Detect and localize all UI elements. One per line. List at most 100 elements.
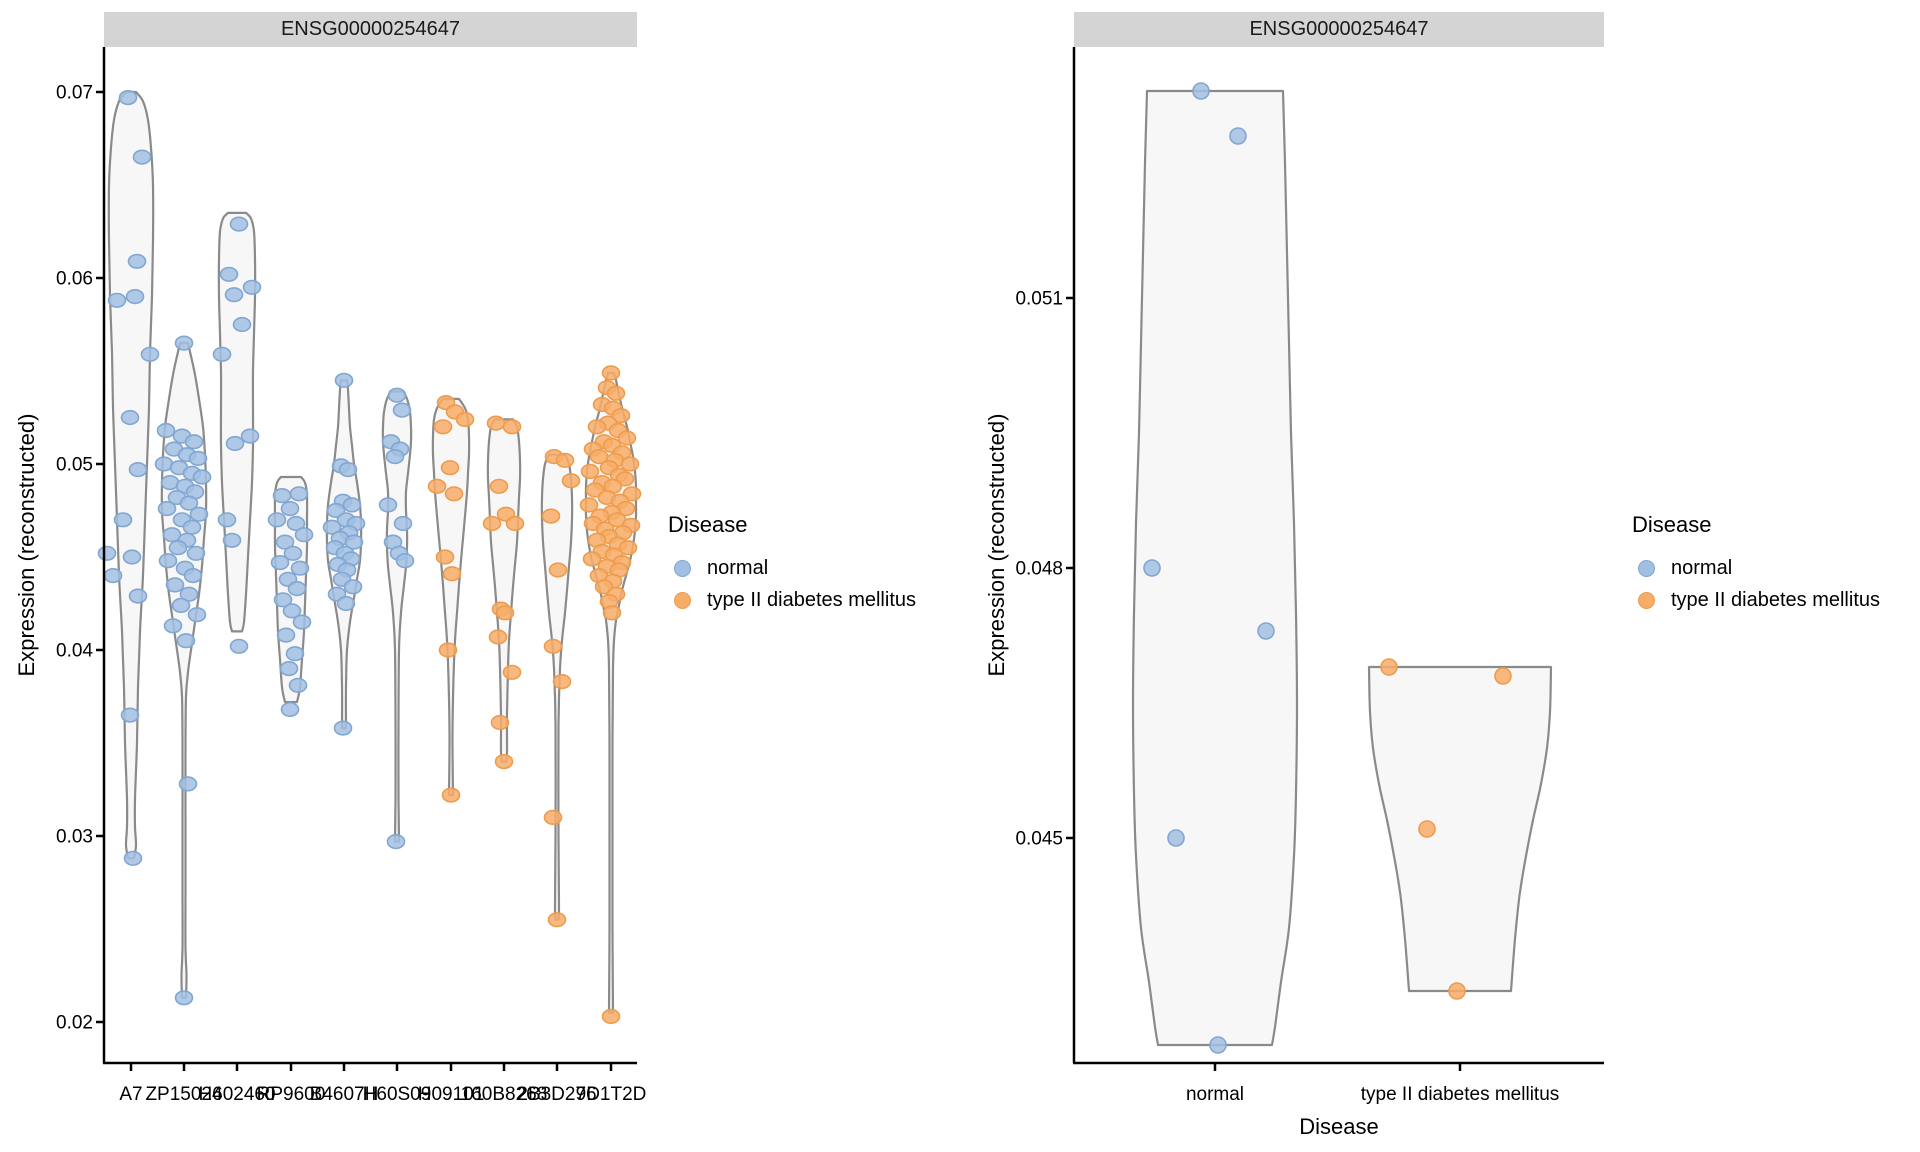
data-point-normal: [275, 534, 295, 550]
data-point-normal: [333, 720, 353, 736]
data-point-t2d: [606, 385, 626, 401]
legend-label-normal: normal: [707, 556, 769, 579]
data-point-t2d: [505, 515, 525, 532]
data-point-t2d: [502, 419, 522, 435]
data-point-t2d: [433, 419, 453, 435]
data-point-normal: [1209, 1036, 1227, 1054]
x-tick-label: normal: [1186, 1084, 1244, 1105]
data-point-normal: [156, 422, 176, 439]
data-point-t2d: [601, 365, 621, 381]
x-axis-title-right: Disease: [1299, 1114, 1379, 1139]
x-tick-label: H60S09: [363, 1084, 432, 1105]
data-point-normal: [212, 346, 232, 362]
data-point-normal: [162, 527, 182, 543]
data-point-t2d: [541, 508, 561, 524]
data-point-t2d: [1418, 820, 1436, 838]
data-point-normal: [279, 660, 299, 677]
data-point-normal: [179, 586, 199, 602]
data-point-normal: [322, 519, 342, 535]
data-point-normal: [128, 588, 148, 604]
data-point-normal: [267, 512, 287, 528]
data-point-normal: [273, 592, 293, 608]
data-point-t2d: [561, 473, 581, 489]
data-point-normal: [344, 534, 364, 550]
data-point-normal: [1167, 829, 1185, 847]
y-axis-title-right: Expression (reconstructed): [984, 413, 1009, 677]
data-point-t2d: [495, 605, 515, 621]
data-point-normal: [232, 316, 252, 333]
data-point-normal: [188, 450, 208, 467]
data-point-normal: [224, 287, 244, 303]
data-point-normal: [97, 545, 117, 561]
data-point-normal: [229, 216, 249, 232]
data-point-normal: [178, 776, 198, 792]
data-point-t2d: [582, 551, 602, 567]
data-point-normal: [158, 553, 178, 569]
data-point-normal: [125, 289, 145, 305]
data-point-normal: [1257, 622, 1275, 640]
data-point-normal: [229, 638, 249, 654]
data-point-normal: [179, 495, 199, 511]
facet-title-right: ENSG00000254647: [1249, 18, 1429, 40]
data-point-t2d: [547, 912, 567, 928]
data-point-t2d: [579, 497, 599, 513]
data-point-normal: [192, 469, 212, 485]
facet-title-left: ENSG00000254647: [280, 18, 461, 40]
data-point-normal: [222, 532, 242, 548]
data-point-normal: [113, 512, 133, 528]
data-point-normal: [184, 434, 204, 450]
data-point-normal: [338, 462, 358, 478]
data-point-t2d: [444, 486, 464, 502]
data-point-normal: [280, 701, 300, 718]
data-point-t2d: [1448, 982, 1466, 1000]
y-tick-label: 0.06: [56, 269, 93, 290]
data-point-normal: [140, 346, 160, 362]
x-tick-label: 160B8268: [461, 1084, 548, 1105]
y-tick-label: 0.07: [56, 83, 93, 104]
legend-label-normal: normal: [1671, 556, 1733, 579]
legend-title: Disease: [1632, 512, 1712, 537]
data-point-t2d: [494, 753, 514, 770]
x-tick-label: ZP15024: [145, 1084, 223, 1105]
y-axis-title-left: Expression (reconstructed): [14, 413, 39, 677]
facet-strip-left: ENSG00000254647: [104, 12, 637, 47]
data-point-normal: [336, 595, 356, 612]
data-point-normal: [120, 409, 140, 426]
x-tick-label: RP9600: [257, 1084, 326, 1105]
data-point-t2d: [555, 452, 575, 468]
legend-item-normal: normal: [668, 552, 968, 584]
data-point-normal: [282, 603, 302, 619]
data-point-normal: [120, 707, 140, 723]
data-point-t2d: [602, 605, 622, 621]
data-point-t2d: [442, 566, 462, 582]
data-point-t2d: [486, 415, 506, 431]
data-point-normal: [294, 527, 314, 543]
data-point-normal: [290, 560, 310, 576]
data-point-normal: [107, 292, 127, 308]
legend-dot-normal-icon: [674, 559, 691, 577]
data-point-normal: [289, 486, 309, 502]
x-tick-label: 9D1T2D: [576, 1084, 647, 1105]
data-point-normal: [334, 372, 354, 388]
violin-outline: [107, 90, 155, 860]
y-tick-label: 0.048: [1015, 559, 1063, 580]
x-tick-label: type II diabetes mellitus: [1361, 1084, 1560, 1105]
data-point-normal: [287, 580, 307, 597]
data-point-t2d: [552, 673, 572, 690]
legend-dot-normal-icon: [1638, 559, 1655, 577]
data-point-normal: [217, 512, 237, 528]
data-point-t2d: [441, 787, 461, 803]
x-tick-label: H09101: [418, 1084, 485, 1105]
legend-left: Disease normal type II diabetes mellitus: [668, 512, 968, 616]
legend-title: Disease: [668, 512, 748, 537]
data-point-normal: [174, 335, 194, 351]
data-point-t2d: [490, 714, 510, 731]
data-point-normal: [183, 567, 203, 584]
data-point-normal: [385, 449, 405, 465]
data-point-normal: [219, 266, 239, 282]
y-tick-label: 0.05: [56, 455, 93, 476]
data-point-normal: [292, 614, 312, 630]
data-point-normal: [272, 488, 292, 504]
